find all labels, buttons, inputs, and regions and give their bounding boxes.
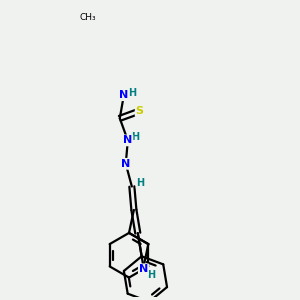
- Text: N: N: [123, 135, 132, 146]
- Text: S: S: [136, 106, 144, 116]
- Text: N: N: [119, 90, 128, 100]
- Text: H: H: [136, 178, 144, 188]
- Text: H: H: [147, 270, 155, 280]
- Text: CH₃: CH₃: [79, 13, 96, 22]
- Text: N: N: [121, 159, 130, 169]
- Text: H: H: [128, 88, 136, 98]
- Text: H: H: [132, 132, 140, 142]
- Text: N: N: [139, 264, 148, 274]
